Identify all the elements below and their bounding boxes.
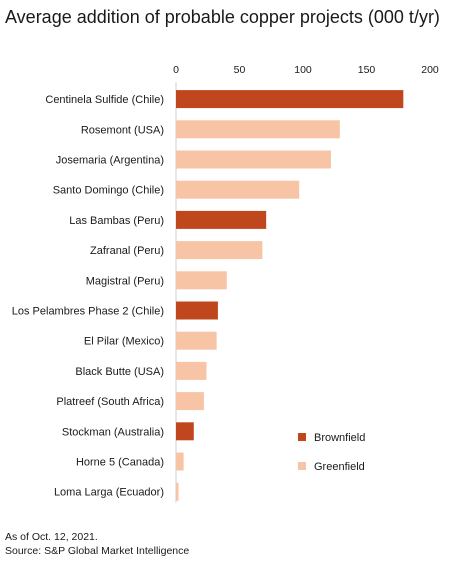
bar-9 <box>176 361 207 380</box>
category-label-10: Platreef (South Africa) <box>56 396 164 408</box>
bar-7 <box>176 301 218 320</box>
chart-title: Average addition of probable copper proj… <box>5 7 440 27</box>
category-label-3: Santo Domingo (Chile) <box>53 185 164 197</box>
category-label-13: Loma Larga (Ecuador) <box>54 487 164 499</box>
category-label-1: Rosemont (USA) <box>81 124 164 136</box>
category-labels: Centinela Sulfide (Chile) Rosemont (USA) J… <box>12 94 164 499</box>
bar-5 <box>176 241 263 260</box>
x-tick-label-150: 150 <box>358 64 376 76</box>
bar-13 <box>176 482 179 501</box>
footnote-source: Source: S&P Global Market Intelligence <box>5 545 190 557</box>
x-tick-label-50: 50 <box>234 64 246 76</box>
bar-3 <box>176 180 300 199</box>
category-label-0: Centinela Sulfide (Chile) <box>45 94 164 106</box>
bar-6 <box>176 271 227 290</box>
x-tick-label-100: 100 <box>294 64 312 76</box>
legend-label-brownfield: Brownfield <box>314 432 365 444</box>
category-label-7: Los Pelambres Phase 2 (Chile) <box>12 306 164 318</box>
legend-swatch-greenfield <box>298 462 306 470</box>
x-tick-label-0: 0 <box>173 64 179 76</box>
legend-swatch-brownfield <box>298 433 306 441</box>
bar-1 <box>176 120 340 139</box>
category-label-4: Las Bambas (Peru) <box>69 215 164 227</box>
category-label-5: Zafranal (Peru) <box>90 245 164 257</box>
bar-2 <box>176 150 331 169</box>
category-label-6: Magistral (Peru) <box>86 275 164 287</box>
category-label-9: Black Butte (USA) <box>75 366 164 378</box>
bars-group <box>176 90 404 501</box>
bar-11 <box>176 422 194 441</box>
footnote-date: As of Oct. 12, 2021. <box>5 531 98 543</box>
bar-10 <box>176 392 204 411</box>
category-label-8: El Pilar (Mexico) <box>84 336 164 348</box>
bar-4 <box>176 210 267 229</box>
category-label-12: Horne 5 (Canada) <box>76 457 164 469</box>
legend: Brownfield Greenfield <box>298 432 365 473</box>
category-label-2: Josemaria (Argentina) <box>56 155 164 167</box>
bar-12 <box>176 452 184 471</box>
category-label-11: Stockman (Australia) <box>62 426 164 438</box>
bar-0 <box>176 90 404 109</box>
bar-8 <box>176 331 217 350</box>
x-axis-ticks: 0 50 100 150 200 <box>173 64 439 76</box>
legend-label-greenfield: Greenfield <box>314 461 365 473</box>
x-tick-label-200: 200 <box>421 64 439 76</box>
